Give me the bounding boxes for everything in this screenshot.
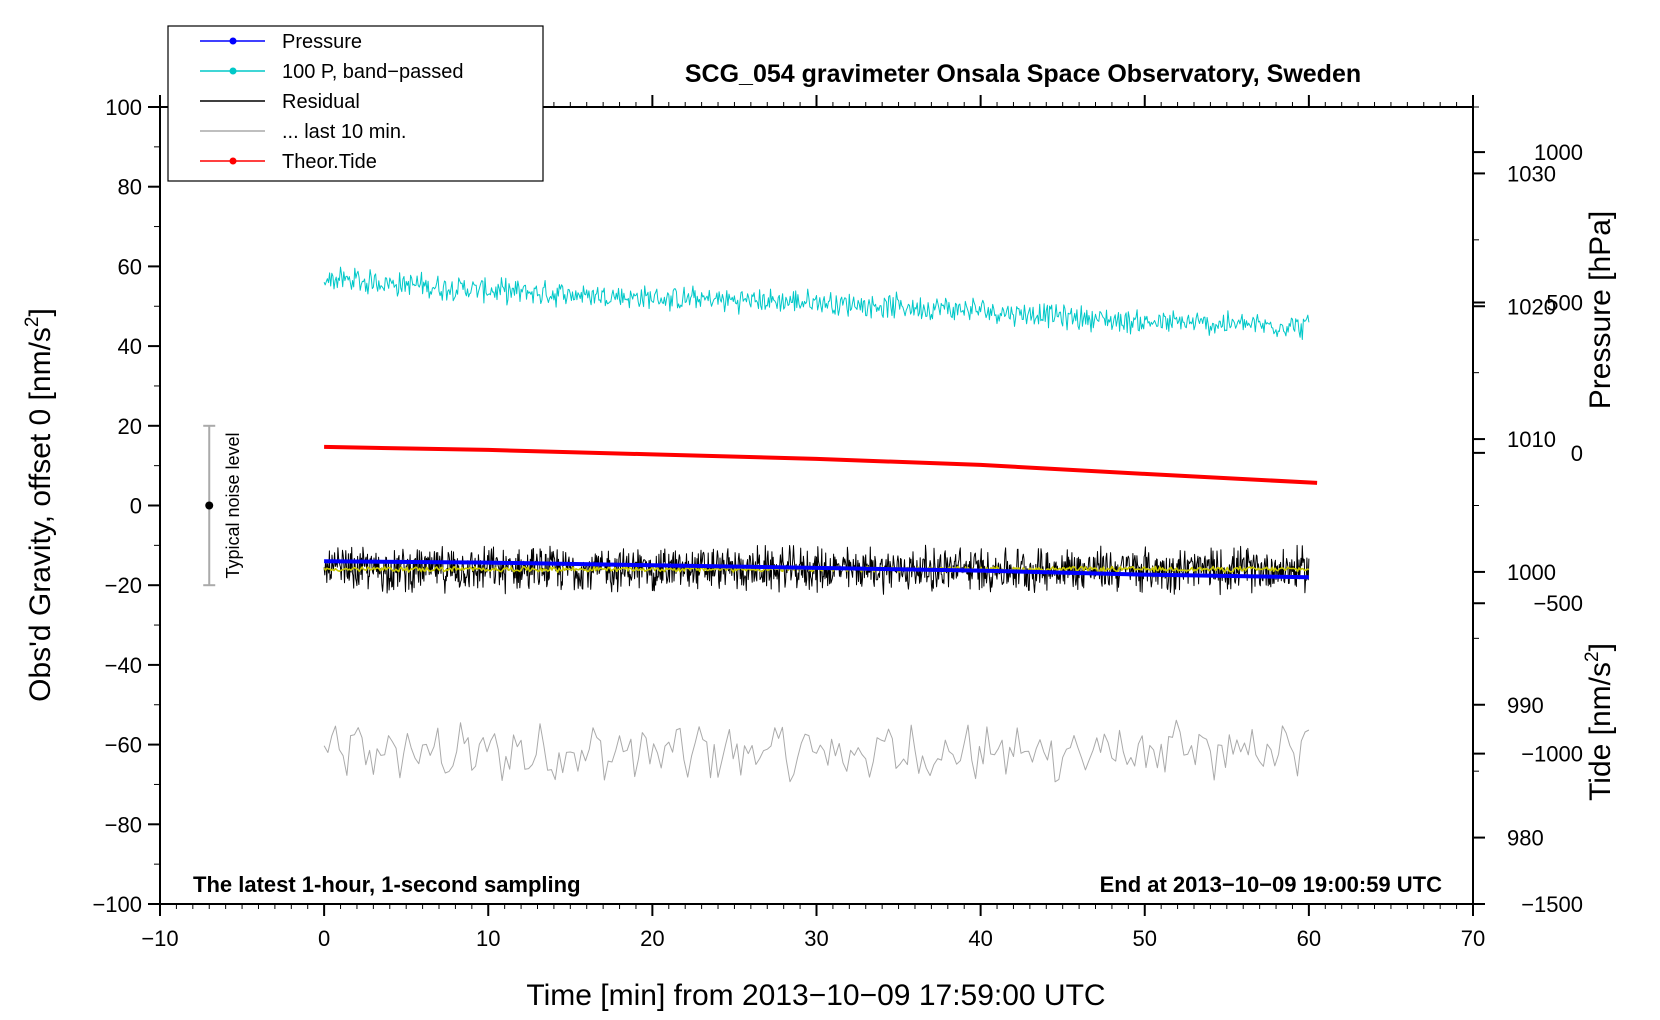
legend-label: ... last 10 min.	[282, 121, 407, 143]
legend-box	[167, 25, 544, 182]
tide-tick-label: 0	[1571, 441, 1583, 466]
series-line-1	[324, 559, 1309, 580]
y-axis-label-tide-sup: 2	[1582, 651, 1603, 662]
x-tick-label: 70	[1461, 926, 1485, 951]
series-line-2	[323, 266, 1310, 340]
legend-label: Residual	[282, 91, 360, 113]
x-tick-label: 30	[804, 926, 828, 951]
y-tick-label: −100	[92, 892, 142, 917]
series-line-6	[324, 444, 1318, 485]
series-line-5	[323, 719, 1310, 783]
tide-tick-label: −1500	[1521, 892, 1583, 917]
y-tick-label: −80	[105, 812, 142, 837]
x-axis-label: Time [min] from 2013−10−09 17:59:00 UTC	[526, 979, 1105, 1012]
y-axis-label-tide: Tide [nm/s2]	[1582, 643, 1617, 801]
note-end-time: End at 2013−10−09 19:00:59 UTC	[1100, 872, 1443, 897]
y-tick-label: 20	[118, 414, 142, 439]
y-tick-label: 40	[118, 334, 142, 359]
tide-tick-label: −1000	[1521, 742, 1583, 767]
x-tick-label: 20	[640, 926, 664, 951]
x-tick-label: 60	[1297, 926, 1321, 951]
y-tick-label: −60	[105, 733, 142, 758]
legend-label: Theor.Tide	[282, 151, 377, 173]
x-tick-label: −10	[141, 926, 178, 951]
y-axis-label-tide-end: ]	[1584, 643, 1617, 651]
pressure-tick-label: 1020	[1507, 294, 1556, 319]
y-axis-label-gravity-sup: 2	[22, 317, 43, 328]
legend-marker	[229, 67, 237, 75]
noise-bar-center	[205, 501, 214, 510]
pressure-tick-label: 1010	[1507, 427, 1556, 452]
x-tick-label: 50	[1133, 926, 1157, 951]
y-tick-label: 0	[130, 494, 142, 519]
y-axis-label-gravity: Obs'd Gravity, offset 0 [nm/s2]	[22, 308, 57, 702]
pressure-tick-label: 1030	[1507, 161, 1556, 186]
plot-frame	[159, 106, 1474, 905]
series-layer	[323, 266, 1318, 783]
y-tick-label: 100	[105, 95, 142, 120]
tide-tick-label: 1000	[1534, 140, 1583, 165]
y-axis-label-gravity-text: Obs'd Gravity, offset 0 [nm/s	[24, 327, 57, 702]
legend-marker	[229, 37, 237, 45]
axis-ticks: −10 0 10 20 30 40 50 60 70−100−80−60−40−20020406…	[92, 95, 1583, 951]
tide-tick-label: −500	[1533, 591, 1583, 616]
x-tick-label: 40	[968, 926, 992, 951]
noise-bar: Typical noise level	[203, 424, 243, 587]
x-tick-label: 0	[318, 926, 330, 951]
tide-tick-label: 500	[1546, 290, 1583, 315]
note-sampling: The latest 1-hour, 1-second sampling	[193, 872, 581, 897]
legend-label: Pressure	[282, 31, 362, 53]
y-axis-label-gravity-end: ]	[24, 308, 57, 316]
chart-title: SCG_054 gravimeter Onsala Space Observat…	[685, 60, 1361, 88]
pressure-tick-label: 980	[1507, 826, 1544, 851]
y-tick-label: −20	[105, 573, 142, 598]
legend: Pressure 100 P, band−passed Residual ... la…	[167, 25, 544, 182]
legend-marker	[229, 157, 237, 165]
y-tick-label: 80	[118, 175, 142, 200]
x-tick-label: 10	[476, 926, 500, 951]
y-tick-label: 60	[118, 254, 142, 279]
legend-label: 100 P, band−passed	[282, 61, 463, 83]
y-axis-label-pressure: Pressure [hPa]	[1584, 211, 1617, 409]
y-tick-label: −40	[105, 653, 142, 678]
pressure-tick-label: 1000	[1507, 560, 1556, 585]
y-axis-label-tide-text: Tide [nm/s	[1584, 662, 1617, 801]
noise-bar-label: Typical noise level	[223, 432, 243, 578]
pressure-tick-label: 990	[1507, 693, 1544, 718]
